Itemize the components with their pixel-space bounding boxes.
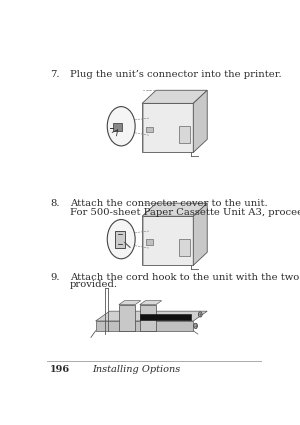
Bar: [119, 305, 135, 331]
Polygon shape: [96, 311, 207, 321]
Bar: [179, 239, 190, 255]
Circle shape: [107, 220, 135, 259]
Text: For 500-sheet Paper Cassette Unit A3, proceed to step 10.: For 500-sheet Paper Cassette Unit A3, pr…: [70, 208, 300, 218]
Text: 9.: 9.: [50, 273, 60, 282]
Polygon shape: [142, 203, 207, 216]
Bar: [113, 123, 122, 131]
Text: Installing Options: Installing Options: [92, 365, 180, 374]
Bar: [142, 216, 193, 265]
Circle shape: [198, 312, 202, 317]
Bar: [146, 240, 153, 245]
Polygon shape: [193, 203, 207, 265]
Text: Attach the connector cover to the unit.: Attach the connector cover to the unit.: [70, 199, 268, 208]
Bar: [146, 127, 153, 132]
Text: 196: 196: [50, 365, 70, 374]
Text: Plug the unit’s connector into the printer.: Plug the unit’s connector into the print…: [70, 70, 282, 79]
Polygon shape: [119, 301, 141, 305]
Polygon shape: [96, 321, 193, 331]
Text: 8.: 8.: [50, 199, 60, 208]
Bar: [116, 231, 125, 248]
Bar: [140, 314, 191, 320]
Polygon shape: [140, 301, 162, 305]
Polygon shape: [193, 90, 207, 153]
Text: 7.: 7.: [50, 70, 60, 79]
Text: Attach the cord hook to the unit with the two screws: Attach the cord hook to the unit with th…: [70, 273, 300, 282]
Circle shape: [107, 107, 135, 146]
Bar: [142, 103, 193, 153]
Polygon shape: [142, 90, 207, 103]
Bar: [140, 305, 156, 331]
Circle shape: [194, 323, 197, 329]
Bar: [179, 126, 190, 143]
Text: provided.: provided.: [70, 280, 118, 289]
